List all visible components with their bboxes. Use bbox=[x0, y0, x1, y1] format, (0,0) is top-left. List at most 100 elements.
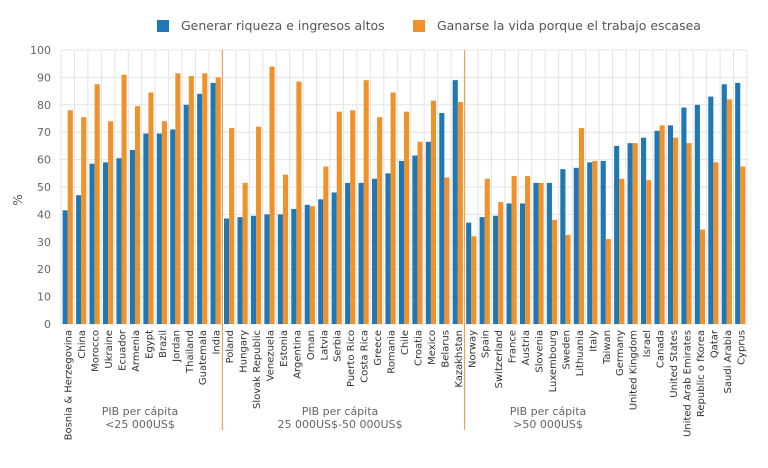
bar-orange bbox=[659, 125, 665, 324]
bar-blue bbox=[412, 155, 418, 324]
x-tick-label: Ukraine bbox=[104, 330, 115, 369]
x-tick-label: Poland bbox=[225, 330, 236, 363]
bar-orange bbox=[161, 121, 167, 325]
group-label-low: PIB per cápita <25 000US$ bbox=[40, 405, 240, 431]
x-tick-label: Germany bbox=[615, 330, 626, 376]
x-tick-label: Puerto Rico bbox=[346, 330, 357, 387]
bar-orange bbox=[390, 92, 396, 324]
bar-orange bbox=[134, 106, 141, 324]
bar-blue bbox=[197, 93, 203, 324]
bar-orange bbox=[605, 239, 611, 324]
bar-orange bbox=[282, 174, 289, 324]
bar-blue bbox=[358, 182, 364, 324]
bar-orange bbox=[94, 84, 100, 324]
bar-blue bbox=[277, 214, 283, 324]
group-label-line: PIB per cápita bbox=[301, 405, 379, 418]
bar-orange bbox=[686, 143, 692, 324]
bar-blue bbox=[452, 80, 458, 324]
bar-orange bbox=[404, 111, 410, 325]
bar-blue bbox=[533, 182, 539, 324]
group-label-line: PIB per cápita bbox=[101, 405, 179, 418]
bar-orange bbox=[578, 128, 584, 324]
x-tick-label: Taiwan bbox=[602, 330, 613, 365]
x-tick-label: Guatemala bbox=[198, 330, 209, 385]
bar-blue bbox=[506, 203, 512, 324]
x-tick-label: Morocco bbox=[91, 330, 102, 372]
x-tick-label: Croatia bbox=[413, 330, 424, 366]
bar-blue bbox=[519, 203, 526, 324]
bar-blue bbox=[546, 182, 552, 324]
bar-blue bbox=[708, 96, 714, 324]
bar-orange bbox=[81, 117, 87, 324]
y-tick-label: 50 bbox=[37, 181, 51, 194]
bar-orange bbox=[215, 77, 221, 325]
bar-orange bbox=[296, 81, 302, 324]
x-tick-label: Bosnia & Herzegovina bbox=[64, 330, 75, 440]
bar-blue bbox=[156, 133, 162, 324]
x-tick-label: Ecuador bbox=[118, 329, 129, 371]
bar-orange bbox=[377, 117, 383, 324]
x-tick-label: Canada bbox=[656, 330, 667, 368]
bar-blue bbox=[493, 215, 499, 324]
bar-blue bbox=[129, 150, 135, 324]
x-tick-label: Egypt bbox=[144, 330, 155, 359]
bar-orange bbox=[242, 182, 248, 324]
bar-orange bbox=[121, 74, 127, 324]
x-tick-label: Slovenia bbox=[535, 330, 546, 373]
legend-label: Ganarse la vida porque el trabajo escase… bbox=[437, 18, 701, 33]
bar-blue bbox=[264, 214, 270, 324]
bar-orange bbox=[551, 219, 558, 324]
bar-orange bbox=[229, 128, 235, 324]
bar-blue bbox=[479, 217, 485, 324]
group-label-line: <25 000US$ bbox=[105, 418, 175, 431]
bar-blue bbox=[600, 160, 606, 324]
bar-blue bbox=[102, 162, 109, 324]
bar-orange bbox=[417, 141, 423, 324]
bar-orange bbox=[108, 121, 114, 325]
x-tick-label: Argentina bbox=[292, 330, 303, 379]
bar-orange bbox=[471, 236, 477, 324]
bar-blue bbox=[439, 113, 445, 325]
legend-item-series1: Ganarse la vida porque el trabajo escase… bbox=[413, 18, 701, 33]
x-tick-label: Austria bbox=[521, 330, 532, 365]
bar-blue bbox=[735, 82, 741, 324]
bar-blue bbox=[62, 210, 68, 324]
x-tick-label: Brazil bbox=[158, 330, 169, 358]
bar-blue bbox=[116, 158, 122, 324]
bar-blue bbox=[331, 192, 337, 324]
bar-blue bbox=[466, 222, 472, 324]
bar-blue bbox=[371, 178, 378, 324]
bar-blue bbox=[224, 218, 230, 324]
bar-blue bbox=[614, 145, 620, 324]
legend-item-series0: Generar riqueza e ingresos altos bbox=[157, 18, 385, 33]
y-tick-label: 70 bbox=[37, 126, 51, 139]
x-tick-label: Serbia bbox=[333, 330, 344, 362]
bar-orange bbox=[148, 92, 154, 324]
x-tick-label: Cyprus bbox=[736, 330, 747, 365]
group-label-high: PIB per cápita >50 000US$ bbox=[448, 405, 648, 431]
group-label-line: PIB per cápita bbox=[509, 405, 587, 418]
y-tick-label: 80 bbox=[37, 99, 51, 112]
x-tick-label: China bbox=[77, 330, 88, 359]
bar-orange bbox=[269, 66, 275, 324]
x-tick-label: Jordan bbox=[171, 330, 182, 363]
x-tick-label: Luxembourg bbox=[548, 330, 559, 392]
x-tick-label: Belarus bbox=[440, 330, 451, 368]
bar-blue bbox=[237, 217, 243, 324]
x-tick-label: Norway bbox=[467, 330, 478, 368]
x-tick-label: Switzerland bbox=[494, 330, 505, 388]
bar-blue bbox=[318, 199, 324, 324]
bar-blue bbox=[654, 130, 660, 324]
x-tick-label: Qatar bbox=[709, 329, 720, 358]
x-tick-label: Venezuela bbox=[265, 330, 276, 381]
bar-orange bbox=[726, 99, 732, 324]
bar-blue bbox=[641, 137, 647, 324]
x-tick-label: Chile bbox=[400, 330, 411, 355]
legend-swatch-orange bbox=[413, 19, 425, 32]
x-tick-label: Republic o fKorea bbox=[696, 330, 707, 417]
bar-orange bbox=[444, 177, 450, 324]
bar-blue bbox=[170, 129, 176, 324]
bar-orange bbox=[619, 178, 625, 324]
y-tick-label: 60 bbox=[37, 154, 51, 167]
